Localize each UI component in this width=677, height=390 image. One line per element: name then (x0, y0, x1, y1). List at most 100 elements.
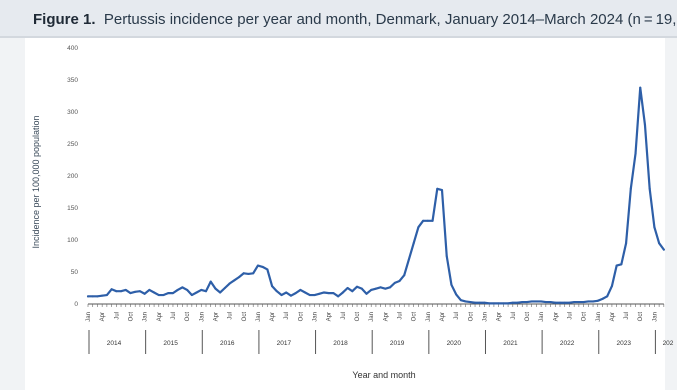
y-tick-label: 50 (71, 269, 79, 276)
data-point (596, 299, 599, 302)
data-point (356, 285, 359, 288)
data-point (412, 242, 415, 245)
data-point (610, 285, 613, 288)
data-point (214, 287, 217, 290)
x-quarter-label: Jan (256, 312, 262, 322)
x-quarter-label: Apr (213, 312, 219, 321)
data-point (200, 288, 203, 291)
data-point (535, 300, 538, 303)
data-point (289, 294, 292, 297)
data-point (407, 258, 410, 261)
data-point (587, 300, 590, 303)
data-point (242, 272, 245, 275)
data-point (138, 290, 141, 293)
data-point (634, 152, 637, 155)
data-point (540, 300, 543, 303)
data-point (568, 301, 571, 304)
data-point (639, 86, 642, 89)
data-point (195, 291, 198, 294)
data-point (124, 288, 127, 291)
data-point (577, 301, 580, 304)
year-label: 2023 (616, 340, 631, 347)
data-point (351, 290, 354, 293)
y-tick-label: 400 (67, 45, 78, 52)
x-quarter-label: Jan (482, 312, 488, 322)
x-quarter-label: Jan (652, 312, 658, 322)
data-point (370, 288, 373, 291)
data-point (563, 301, 566, 304)
x-quarter-label: Jul (341, 312, 347, 320)
year-label: 2017 (277, 340, 292, 347)
data-point (171, 292, 174, 295)
data-point (280, 294, 283, 297)
data-point (398, 279, 401, 282)
x-quarter-label: Apr (610, 312, 616, 321)
data-point (502, 302, 505, 305)
x-quarter-label: Jul (567, 312, 573, 320)
data-point (157, 294, 160, 297)
x-quarter-label: Jul (398, 312, 404, 320)
data-point (436, 187, 439, 190)
data-point (459, 299, 462, 302)
data-point (464, 300, 467, 303)
data-point (205, 290, 207, 293)
data-point (643, 123, 646, 126)
data-point (606, 295, 609, 298)
data-point (294, 292, 297, 295)
x-axis-label: Year and month (352, 370, 416, 380)
year-label: 2014 (107, 340, 122, 347)
data-point (110, 288, 113, 291)
y-tick-label: 300 (67, 109, 78, 116)
figure-title-text: Pertussis incidence per year and month, … (103, 11, 677, 28)
x-quarter-label: Apr (440, 312, 446, 321)
data-point (544, 301, 547, 304)
data-point (507, 302, 510, 305)
x-quarter-label: Apr (383, 312, 389, 321)
figure-header: Figure 1. Pertussis incidence per year a… (0, 0, 677, 36)
x-quarter-label: Jul (171, 312, 177, 320)
right-margin (665, 38, 677, 390)
x-quarter-label: Oct (242, 312, 248, 322)
x-quarter-label: Jul (284, 312, 290, 320)
data-point (441, 189, 443, 192)
data-point (601, 297, 604, 300)
x-quarter-label: Jul (454, 312, 460, 320)
x-quarter-label: Jan (313, 312, 319, 322)
data-point (431, 219, 434, 222)
x-quarter-label: Jan (199, 312, 205, 322)
y-tick-label: 200 (67, 173, 78, 180)
data-point (530, 300, 533, 303)
data-point (271, 285, 274, 288)
y-tick-label: 250 (67, 141, 78, 148)
data-point (252, 272, 255, 275)
data-point (266, 268, 269, 271)
year-label: 2015 (163, 340, 178, 347)
x-quarter-label: Jan (539, 312, 545, 322)
data-point (374, 287, 377, 290)
data-point (101, 294, 104, 297)
data-point (360, 287, 363, 290)
data-point (559, 301, 561, 304)
year-label: 2018 (333, 340, 348, 347)
x-quarter-label: Oct (468, 312, 474, 322)
data-point (233, 279, 236, 282)
data-point (327, 292, 330, 295)
data-point (275, 290, 278, 293)
x-quarter-label: Jan (426, 312, 432, 322)
data-point (228, 282, 231, 285)
data-point (422, 219, 425, 222)
data-point (365, 292, 368, 295)
x-quarter-label: Apr (497, 312, 503, 321)
year-label: 2019 (390, 340, 405, 347)
data-point (450, 283, 453, 286)
data-point (105, 294, 108, 297)
data-point (153, 291, 156, 294)
x-quarter-label: Oct (185, 312, 191, 322)
data-point (379, 286, 382, 289)
data-point (469, 301, 472, 304)
data-point (525, 301, 528, 304)
incidence-series-line (86, 86, 665, 305)
data-point (96, 295, 99, 298)
